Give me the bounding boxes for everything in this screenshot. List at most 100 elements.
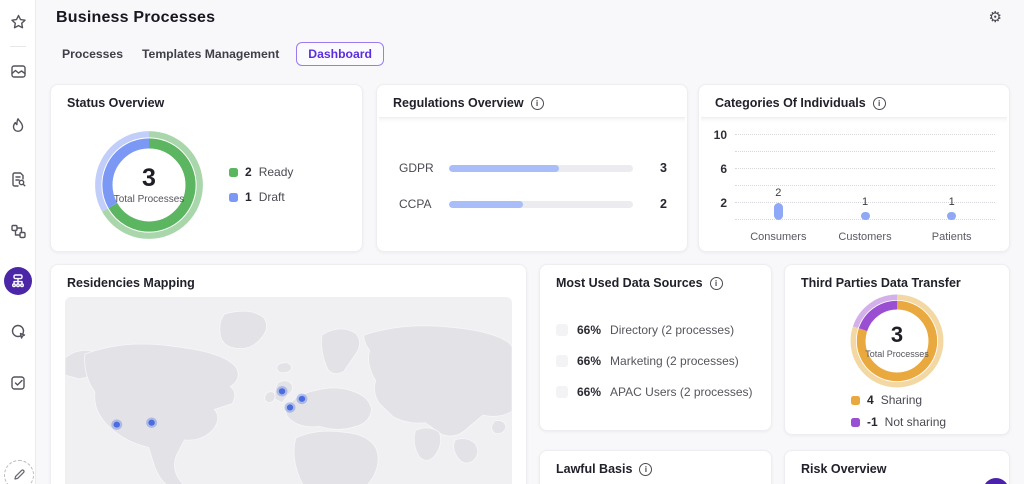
active-item-highlight — [4, 267, 32, 295]
sidebar-item-data-map[interactable] — [0, 313, 36, 349]
world-map — [65, 297, 512, 484]
sidebar-item-assessments[interactable] — [0, 161, 36, 197]
card-title: Regulations Overview — [393, 96, 524, 110]
categories-bar-chart: 10 6 2 2 Consumers 1 Customers 1 Patients — [714, 128, 995, 243]
info-icon[interactable]: i — [872, 96, 886, 110]
x-axis-label: Customers — [838, 231, 892, 243]
regulations-chart-panel — [379, 117, 685, 249]
residency-marker[interactable] — [286, 404, 294, 411]
card-title: Most Used Data Sources — [556, 276, 703, 290]
card-regulations-overview: Regulations Overview i GDPR 3 CCPA 2 — [376, 84, 688, 252]
sharing-swatch — [851, 395, 860, 405]
grid-line — [735, 202, 995, 203]
third-parties-donut-chart: 3 Total Processes — [847, 291, 947, 391]
info-icon[interactable]: i — [709, 276, 723, 290]
grid-line — [735, 168, 995, 169]
residency-markers — [111, 386, 308, 430]
globe-pointer-icon — [11, 324, 25, 339]
grid-line — [735, 134, 995, 135]
data-source-item: 66% Marketing (2 processes) — [556, 354, 759, 368]
tab-processes[interactable]: Processes — [60, 43, 125, 65]
grid-line — [735, 151, 995, 152]
card-lawful-basis: Lawful Basis i — [539, 450, 772, 484]
gdpr-bar-track — [449, 164, 633, 172]
card-most-used-data-sources: Most Used Data Sources i 66% Directory (… — [539, 264, 772, 431]
x-axis-label: Patients — [931, 231, 972, 243]
bar-consumers — [773, 203, 783, 220]
sitemap-icon — [12, 274, 24, 288]
data-sources-list: 66% Directory (2 processes) 66% Marketin… — [556, 323, 759, 399]
data-source-icon — [556, 324, 568, 336]
ccpa-bar-track — [449, 200, 633, 208]
y-axis-tick: 6 — [720, 162, 727, 176]
data-source-icon — [556, 355, 568, 367]
bar-patients — [947, 211, 957, 220]
sidebar-item-favorites[interactable] — [0, 4, 36, 40]
tab-bar: Processes Templates Management Dashboard — [60, 42, 384, 66]
map-iceland — [276, 362, 292, 374]
draft-swatch — [229, 192, 238, 202]
categories-chart-panel — [701, 117, 1007, 249]
checkbox-icon — [11, 376, 25, 390]
map-india — [413, 427, 442, 461]
map-europe — [285, 387, 373, 430]
card-third-parties-data-transfer: Third Parties Data Transfer 3 Total Proc… — [784, 264, 1010, 435]
card-title: Categories Of Individuals — [715, 96, 866, 110]
card-title: Lawful Basis — [556, 462, 633, 476]
bar-customers — [860, 211, 870, 220]
page-title: Business Processes — [56, 9, 216, 26]
card-title: Residencies Mapping — [67, 276, 195, 290]
legend-item-draft: 1 Draft — [229, 190, 293, 204]
regulations-bars: GDPR 3 CCPA 2 — [399, 161, 667, 211]
card-residencies-mapping: Residencies Mapping — [50, 264, 527, 484]
image-icon — [10, 64, 26, 78]
flame-icon — [12, 117, 24, 132]
card-title: Status Overview — [67, 96, 165, 110]
status-legend: 2 Ready 1 Draft — [229, 165, 293, 204]
status-donut-chart: 3 Total Processes — [91, 127, 207, 243]
y-axis-tick: 2 — [720, 196, 727, 210]
sidebar-item-tasks[interactable] — [0, 365, 36, 401]
edit-fab-button[interactable] — [4, 460, 34, 484]
y-axis-tick: 10 — [713, 128, 727, 142]
document-search-icon — [11, 171, 25, 187]
star-icon — [10, 14, 26, 28]
not-sharing-swatch — [851, 417, 860, 427]
map-japan — [491, 420, 507, 434]
grid-line — [735, 185, 995, 186]
card-title: Risk Overview — [801, 462, 887, 476]
status-donut-rings — [95, 131, 203, 239]
card-title: Third Parties Data Transfer — [801, 276, 961, 290]
third-parties-legend: 4 Sharing -1 Not sharing — [851, 393, 946, 429]
bar-value-label: 2 — [775, 187, 782, 199]
residency-marker[interactable] — [298, 395, 306, 402]
info-icon[interactable]: i — [639, 462, 653, 476]
sidebar-item-workflows[interactable] — [0, 213, 36, 249]
tab-templates-management[interactable]: Templates Management — [140, 43, 281, 65]
card-risk-overview: Risk Overview — [784, 450, 1010, 484]
residency-marker[interactable] — [113, 421, 120, 428]
tab-dashboard[interactable]: Dashboard — [296, 42, 384, 66]
map-southeast-asia — [453, 438, 479, 464]
sidebar-item-business-processes-active[interactable] — [0, 263, 36, 299]
ready-swatch — [229, 167, 238, 177]
gdpr-bar-fill — [449, 164, 560, 172]
data-source-icon — [556, 386, 568, 398]
settings-gear-icon[interactable]: ⚙ — [988, 9, 1002, 26]
regulation-row-ccpa: CCPA 2 — [399, 197, 667, 211]
residency-marker[interactable] — [278, 388, 286, 395]
data-source-item: 66% Directory (2 processes) — [556, 323, 759, 337]
card-status-overview: Status Overview 3 Total Processes 2 Read… — [50, 84, 363, 252]
residency-marker[interactable] — [148, 419, 155, 426]
sidebar — [0, 0, 36, 484]
map-greenland — [219, 310, 268, 350]
legend-item-sharing: 4 Sharing — [851, 393, 946, 407]
bar-value-label: 1 — [948, 195, 955, 208]
sidebar-item-media[interactable] — [0, 53, 36, 89]
bar-value-label: 1 — [861, 195, 869, 208]
map-north-america — [84, 343, 239, 484]
ccpa-bar-fill — [449, 200, 523, 208]
sidebar-item-trending[interactable] — [0, 107, 36, 143]
info-icon[interactable]: i — [530, 96, 544, 110]
map-scandinavia — [321, 328, 361, 375]
